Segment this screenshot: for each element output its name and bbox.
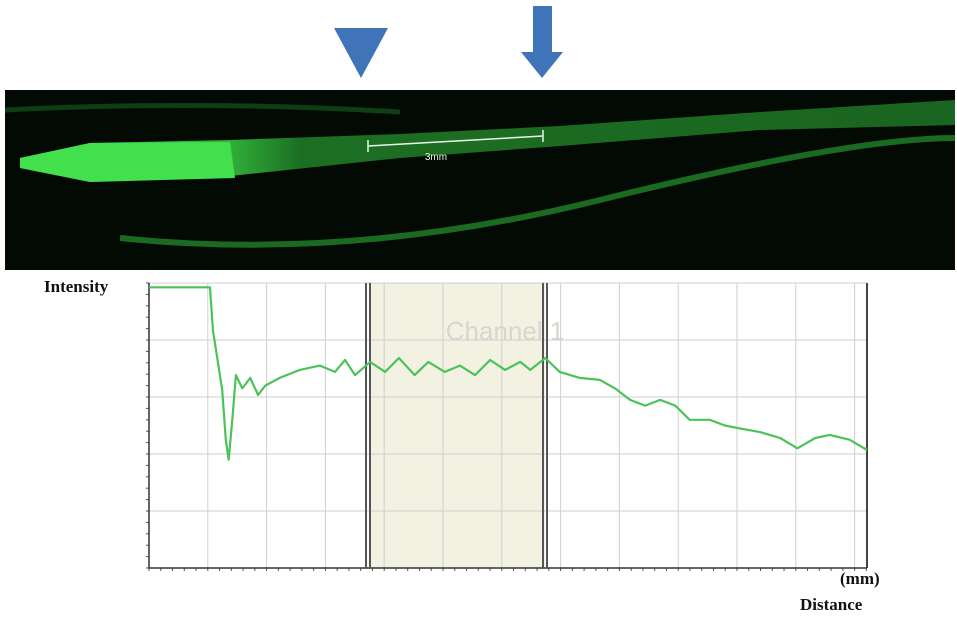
arrow-marker: [521, 6, 563, 78]
arrowhead-marker: [334, 28, 388, 78]
scale-bar-label: 3mm: [425, 152, 447, 163]
y-axis-label: Intensity: [44, 277, 109, 296]
fluorescence-image: 3mm: [5, 90, 955, 270]
x-unit-label: (mm): [840, 569, 880, 588]
plot-area: Channel 1: [146, 283, 867, 571]
figure: 3mm Channel 1 Intensity (mm) Distance: [0, 0, 957, 617]
x-axis-label: Distance: [800, 595, 863, 614]
